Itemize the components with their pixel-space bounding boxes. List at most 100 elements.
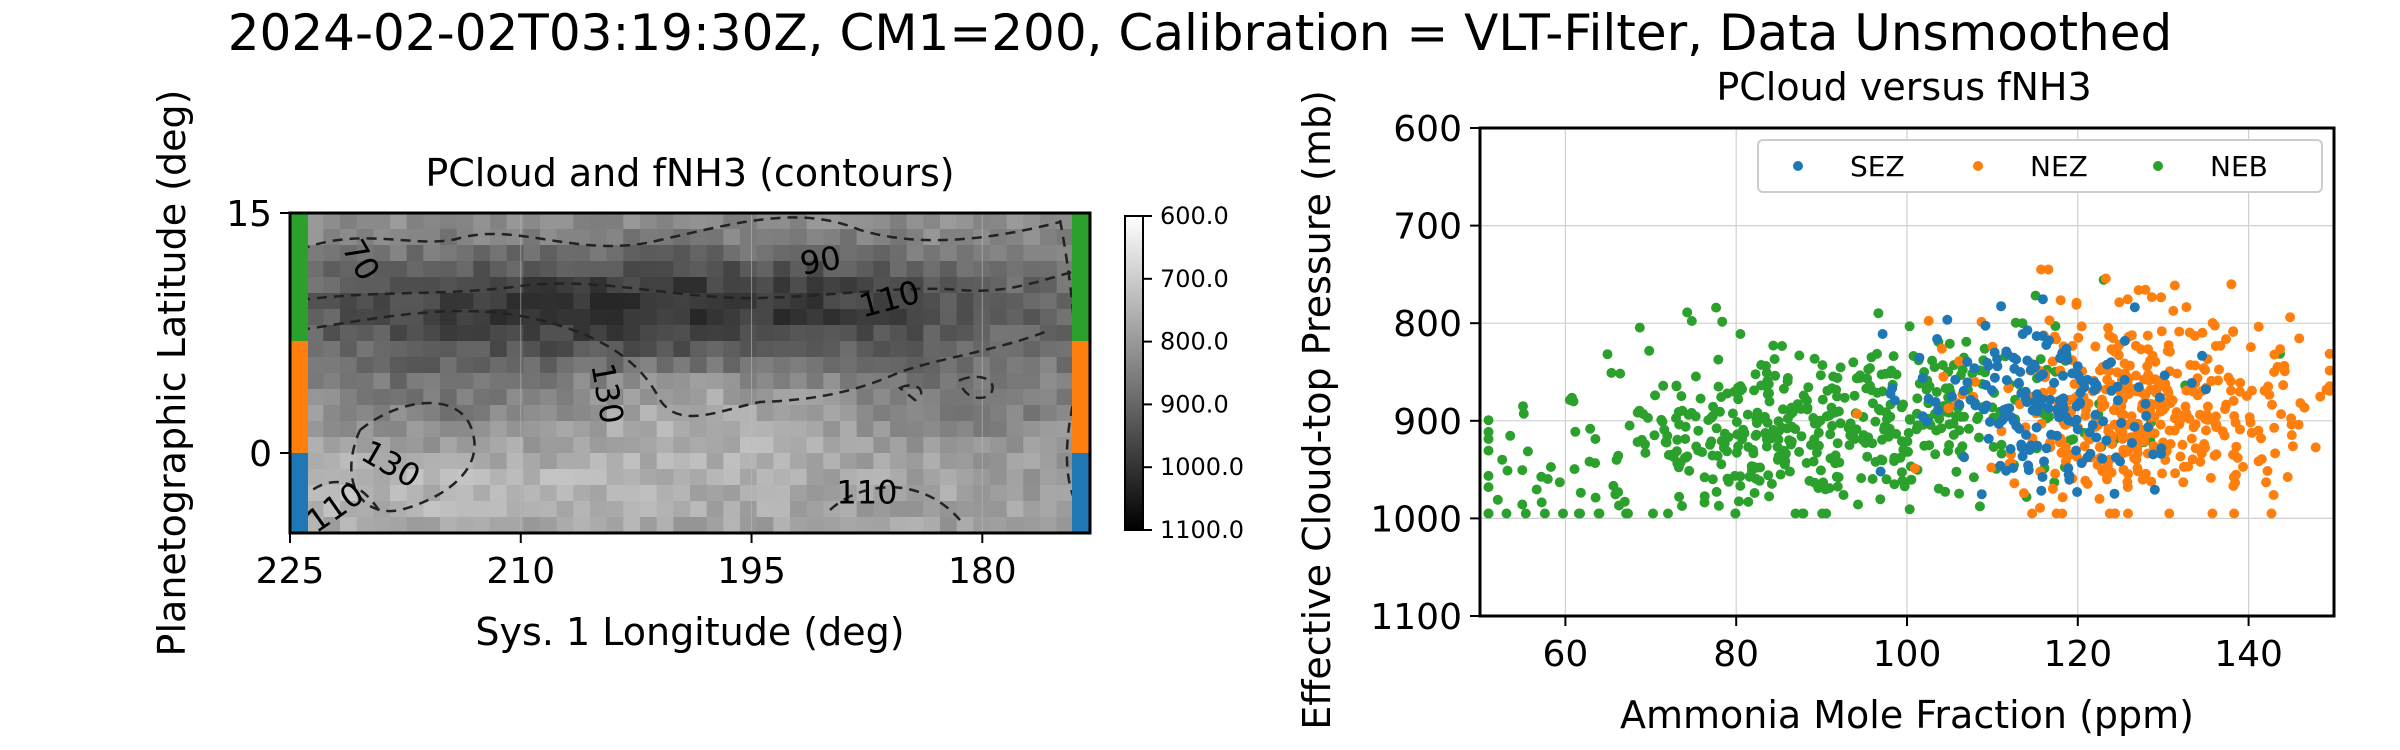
heatmap-cell [990, 421, 1008, 438]
heatmap-cell [656, 261, 674, 278]
scatter-point [2013, 377, 2024, 388]
scatter-point [2016, 442, 2027, 453]
scatter-y-label: Effective Cloud-top Pressure (mb) [1295, 90, 1339, 730]
scatter-point [1876, 369, 1887, 380]
heatmap-cell [740, 277, 758, 294]
heatmap-cell [373, 293, 391, 310]
heatmap-cell [823, 309, 841, 326]
scatter-point [1896, 467, 1907, 478]
heatmap-cell [856, 517, 874, 534]
heatmap-cell [540, 213, 558, 230]
heatmap-cell [1023, 437, 1041, 454]
scatter-point [1497, 454, 1508, 465]
scatter-point [1650, 390, 1661, 401]
heatmap-cell [790, 309, 808, 326]
scatter-point [1933, 405, 1944, 416]
heatmap-cell [906, 373, 924, 390]
scatter-point [1982, 357, 1993, 368]
heatmap-cell [673, 357, 691, 374]
scatter-point [2104, 508, 2115, 519]
scatter-point [2017, 318, 2028, 329]
scatter-point [1531, 484, 1542, 495]
scatter-point [1825, 429, 1836, 440]
heatmap-cell [606, 501, 624, 518]
heatmap-cell [940, 245, 958, 262]
scatter-point [1797, 508, 1808, 519]
heatmap-cell [590, 437, 608, 454]
heatmap-cell [573, 309, 591, 326]
heatmap-cell [306, 437, 324, 454]
heatmap-cell [956, 389, 974, 406]
scatter-point [2017, 451, 2028, 462]
heatmap-cell [823, 325, 841, 342]
scatter-point [1483, 415, 1494, 426]
heatmap-cell [790, 341, 808, 358]
heatmap-cell [556, 405, 574, 422]
heatmap-cell [773, 341, 791, 358]
scatter-point [1621, 508, 1632, 519]
heatmap-cell [390, 485, 408, 502]
scatter-point [2215, 340, 2226, 351]
heatmap-cell [956, 213, 974, 230]
heatmap-cell [1056, 229, 1074, 246]
heatmap-cell [890, 213, 908, 230]
heatmap-cell [673, 437, 691, 454]
heatmap-cell [406, 341, 424, 358]
heatmap-cell [523, 469, 541, 486]
heatmap-cell [906, 245, 924, 262]
scatter-point [1663, 508, 1673, 519]
scatter-point [2299, 402, 2310, 413]
scatter-point [2228, 327, 2239, 337]
heatmap-cell [690, 277, 708, 294]
scatter-point [1817, 360, 1828, 371]
heatmap-cell [573, 341, 591, 358]
scatter-point [1954, 425, 1965, 436]
heatmap-cell [856, 421, 874, 438]
heatmap-cell [423, 213, 441, 230]
heatmap-cell [390, 341, 408, 358]
scatter-point [2156, 292, 2167, 303]
heatmap-cell [690, 485, 708, 502]
heatmap-cell [640, 357, 658, 374]
heatmap-cell [740, 325, 758, 342]
scatter-point [1755, 413, 1766, 424]
heatmap-cell [440, 341, 458, 358]
scatter-point [1658, 380, 1669, 391]
heatmap-cell [740, 517, 758, 534]
heatmap-cell [740, 341, 758, 358]
scatter-point [2221, 399, 2232, 410]
heatmap-cell [523, 293, 541, 310]
heatmap-cell [423, 261, 441, 278]
scatter-point [2044, 315, 2055, 326]
heatmap-cell [573, 261, 591, 278]
scatter-point [1954, 399, 1965, 410]
heatmap-cell [523, 277, 541, 294]
heatmap-cell [323, 213, 341, 230]
heatmap-cell [823, 357, 841, 374]
scatter-point [1705, 439, 1715, 450]
scatter-point [1832, 372, 1843, 383]
heatmap-cell [340, 517, 358, 534]
scatter-point [1483, 434, 1494, 444]
heatmap-cell [406, 277, 424, 294]
contour-label: 110 [836, 474, 897, 512]
heatmap-cell [806, 277, 824, 294]
scatter-point [1762, 434, 1772, 445]
heatmap-cell [406, 245, 424, 262]
scatter-point [1671, 413, 1681, 424]
heatmap-cell [623, 485, 641, 502]
heatmap-cell [1023, 405, 1041, 422]
heatmap-cell [490, 357, 508, 374]
scatter-point [2269, 349, 2280, 360]
heatmap-cell [490, 405, 508, 422]
heatmap-cell [1006, 293, 1024, 310]
scatter-point [1944, 338, 1955, 349]
heatmap-cell [640, 437, 658, 454]
heatmap-cell [1023, 421, 1041, 438]
heatmap-cell [473, 405, 491, 422]
heatmap-cell [1023, 469, 1041, 486]
heatmap-cell [1056, 357, 1074, 374]
heatmap-cell [990, 293, 1008, 310]
scatter-point [2195, 456, 2206, 467]
scatter-point [1896, 436, 1907, 447]
